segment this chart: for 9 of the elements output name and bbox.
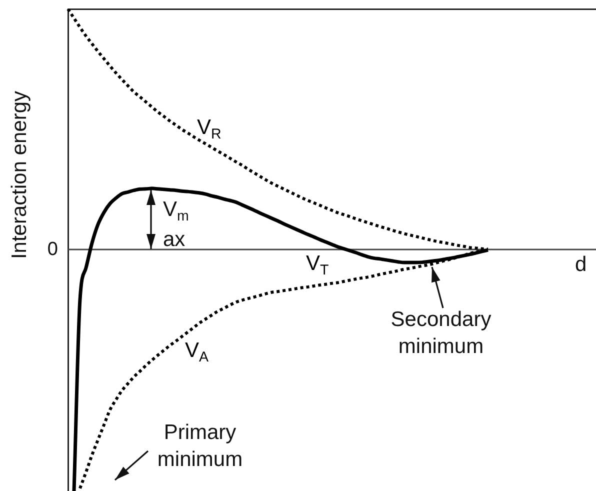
y-axis-title: Interaction energy	[8, 90, 32, 260]
series-label: V$_{T}$	[306, 252, 329, 278]
series-label: V$_{R}$	[197, 116, 222, 142]
annotation: V$_{m}$ ax	[163, 197, 189, 253]
ref-line-label: 0	[47, 238, 58, 262]
x-axis-title: d	[575, 253, 587, 277]
series-label: V$_{A}$	[185, 338, 209, 366]
annotation: Primary minimum	[156, 420, 244, 473]
annotation: Secondary minimum	[390, 307, 492, 360]
